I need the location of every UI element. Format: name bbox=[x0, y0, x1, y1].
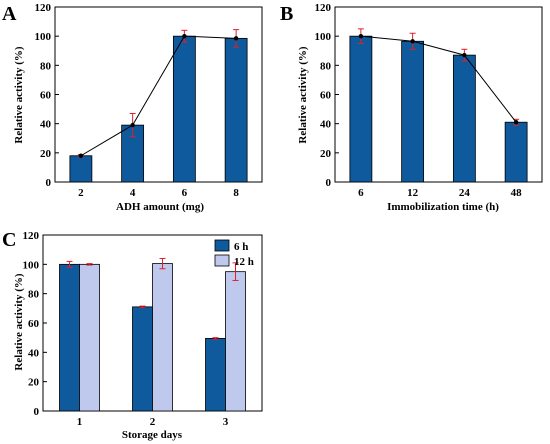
panel-a-bar bbox=[172, 35, 196, 183]
panel-b-bar bbox=[401, 40, 425, 183]
panel-a-xtick-label: 2 bbox=[78, 187, 84, 199]
panel-c-xtick-label: 2 bbox=[150, 416, 156, 428]
panel-a-ytick-label: 0 bbox=[46, 177, 52, 189]
panel-letter-a: A bbox=[2, 3, 17, 25]
panel-b-xtick-label: 6 bbox=[358, 187, 364, 199]
panel-a-xtick-label: 6 bbox=[182, 187, 188, 199]
panel-a-bar bbox=[224, 37, 248, 183]
panel-a-xtick-label: 4 bbox=[130, 187, 136, 199]
panel-b-ytick-label: 60 bbox=[320, 90, 332, 102]
panel-c-ytick-label: 80 bbox=[28, 289, 40, 301]
panel-c-ytick-label: 0 bbox=[34, 406, 40, 418]
panel-b-ytick-label: 20 bbox=[320, 148, 332, 160]
panel-b-xtick-label: 12 bbox=[407, 187, 419, 199]
panel-a-ylabel: Relative activity (%) bbox=[13, 46, 25, 143]
panel-a-xtick-label: 8 bbox=[233, 187, 239, 199]
panel-c-bar bbox=[132, 306, 153, 412]
panel-b-ytick-label: 40 bbox=[320, 119, 332, 131]
panel-b-ytick-label: 80 bbox=[320, 60, 332, 72]
panel-letter-b: B bbox=[280, 3, 293, 25]
panel-a-ytick-label: 100 bbox=[35, 31, 52, 43]
panel-a-ytick-label: 20 bbox=[40, 148, 52, 160]
panel-a-bar bbox=[69, 155, 93, 183]
panel-b-xtick-label: 24 bbox=[459, 187, 471, 199]
panel-b-bar bbox=[349, 35, 373, 183]
panel-b-trend-point bbox=[513, 120, 519, 125]
panel-a-ytick-label: 120 bbox=[35, 2, 52, 14]
panel-c-ytick-label: 100 bbox=[23, 259, 40, 271]
panel-a-trend-point bbox=[233, 36, 239, 41]
panel-c-ytick-label: 120 bbox=[23, 230, 40, 242]
panel-a: A Relative activity (%) ADH amount (mg) … bbox=[2, 2, 263, 213]
panel-c-bar bbox=[225, 271, 246, 412]
panel-a-trend-point bbox=[182, 33, 187, 39]
panel-c-ylabel: Relative activity (%) bbox=[13, 273, 25, 370]
panel-c-ytick-label: 60 bbox=[28, 318, 40, 330]
panel-a-ytick-label: 60 bbox=[40, 90, 52, 102]
panel-b-trend-point bbox=[358, 33, 364, 39]
panel-a-trend-point bbox=[130, 122, 135, 128]
panel-c-legend-label: 6 h bbox=[234, 241, 248, 253]
panel-b-bar bbox=[452, 54, 476, 183]
panel-b-trend-point bbox=[410, 39, 415, 44]
panel-a-trend-point bbox=[78, 153, 84, 158]
panel-c-ytick-label: 20 bbox=[28, 377, 40, 389]
panel-c-legend-label: 12 h bbox=[234, 256, 254, 268]
panel-c-xtick-label: 3 bbox=[223, 416, 229, 428]
panel-c-xtick-label: 1 bbox=[77, 416, 83, 428]
panel-b-xtick-label: 48 bbox=[511, 187, 523, 199]
panel-letter-c: C bbox=[2, 229, 16, 251]
panel-c-legend-swatch bbox=[214, 254, 230, 267]
panel-b-xlabel: Immobilization time (h) bbox=[387, 201, 499, 213]
panel-c-bar bbox=[79, 263, 100, 412]
panel-c: C Relative activity (%) Storage days 0 20… bbox=[2, 229, 263, 441]
panel-a-trend-line bbox=[80, 35, 237, 157]
panel-b-ytick-label: 100 bbox=[315, 31, 332, 43]
panel-c-bar bbox=[205, 337, 226, 412]
panel-b-trend-line bbox=[360, 35, 517, 123]
panel-b-ytick-label: 0 bbox=[326, 177, 332, 189]
panel-c-bar bbox=[152, 263, 173, 412]
panel-a-ytick-label: 40 bbox=[40, 119, 52, 131]
panel-a-xlabel: ADH amount (mg) bbox=[116, 201, 204, 213]
panel-a-ytick-label: 80 bbox=[40, 60, 52, 72]
panel-b: B Relative activity (%) Immobilization t… bbox=[280, 2, 543, 213]
panel-b-ytick-label: 120 bbox=[315, 2, 332, 14]
panel-c-xlabel: Storage days bbox=[122, 429, 183, 441]
panel-b-trend-point bbox=[462, 52, 467, 58]
panel-c-ytick-label: 40 bbox=[28, 347, 40, 359]
panel-c-bar bbox=[59, 263, 80, 412]
panel-b-ylabel: Relative activity (%) bbox=[297, 46, 309, 143]
panel-b-bar bbox=[504, 121, 528, 183]
panel-c-legend-swatch bbox=[214, 239, 230, 252]
